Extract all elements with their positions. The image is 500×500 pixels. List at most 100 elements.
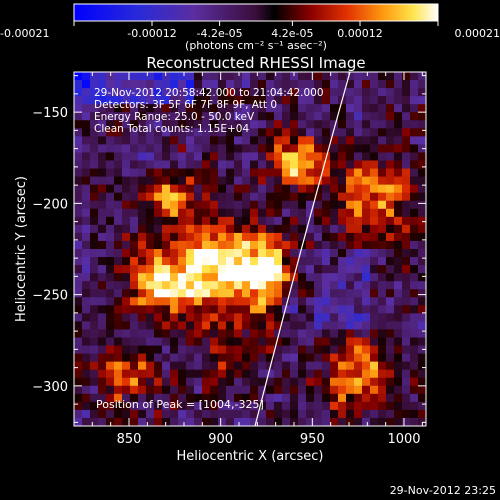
heatmap-cell: [98, 152, 107, 162]
heatmap-cell: [170, 128, 179, 137]
heatmap-cell: [258, 80, 267, 89]
heatmap-cell: [378, 192, 387, 202]
heatmap-cell: [210, 208, 219, 218]
heatmap-cell: [378, 176, 387, 186]
heatmap-cell: [386, 200, 395, 210]
heatmap-cell: [394, 369, 403, 379]
heatmap-cell: [402, 289, 411, 298]
heatmap-cell: [250, 152, 259, 162]
heatmap-cell: [194, 72, 203, 81]
heatmap-cell: [378, 321, 387, 331]
heatmap-cell: [418, 281, 426, 290]
heatmap-cell: [354, 249, 363, 258]
heatmap-cell: [338, 273, 347, 282]
heatmap-cell: [306, 224, 315, 234]
heatmap-cell: [242, 192, 251, 202]
heatmap-cell: [258, 88, 267, 97]
heatmap-cell: [82, 417, 91, 426]
heatmap-cell: [226, 401, 235, 411]
heatmap-cell: [170, 417, 179, 426]
heatmap-cell: [362, 401, 371, 411]
heatmap-cell: [178, 232, 187, 242]
heatmap-cell: [394, 144, 403, 154]
heatmap-cell: [114, 337, 123, 347]
heatmap-cell: [306, 120, 315, 129]
heatmap-cell: [98, 361, 107, 371]
heatmap-cell: [354, 136, 363, 146]
heatmap-cell: [178, 80, 187, 89]
heatmap-cell: [250, 281, 259, 290]
heatmap-cell: [138, 240, 147, 250]
heatmap-cell: [306, 409, 315, 419]
heatmap-cell: [226, 289, 235, 298]
heatmap-cell: [314, 160, 323, 170]
heatmap-cell: [418, 152, 426, 162]
heatmap-cell: [418, 240, 426, 250]
heatmap-cell: [410, 72, 419, 81]
heatmap-cell: [122, 281, 131, 290]
heatmap-cell: [378, 232, 387, 242]
heatmap-cell: [98, 144, 107, 154]
heatmap-cell: [82, 72, 91, 81]
heatmap-cell: [202, 160, 211, 170]
heatmap-cell: [250, 176, 259, 186]
heatmap-cell: [402, 305, 411, 314]
heatmap-cell: [418, 136, 426, 146]
heatmap-cell: [170, 232, 179, 242]
heatmap-cell: [194, 313, 203, 323]
heatmap-cell: [266, 176, 275, 186]
heatmap-cell: [322, 168, 331, 178]
heatmap-cell: [378, 104, 387, 113]
heatmap-cell: [202, 257, 211, 266]
heatmap-cell: [170, 297, 179, 306]
heatmap-cell: [146, 289, 155, 298]
heatmap-cell: [146, 361, 155, 371]
heatmap-cell: [298, 353, 307, 363]
heatmap-cell: [266, 401, 275, 411]
heatmap-cell: [146, 88, 155, 97]
heatmap-cell: [322, 313, 331, 323]
heatmap-cell: [82, 377, 91, 387]
heatmap-cell: [90, 72, 99, 81]
heatmap-cell: [338, 112, 347, 121]
heatmap-cell: [146, 104, 155, 113]
heatmap-cell: [194, 305, 203, 314]
heatmap-cell: [354, 385, 363, 395]
heatmap-cell: [410, 257, 419, 266]
heatmap-cell: [162, 401, 171, 411]
heatmap-cell: [338, 385, 347, 395]
heatmap-cell: [298, 313, 307, 323]
heatmap-cell: [330, 200, 339, 210]
heatmap-cell: [154, 224, 163, 234]
heatmap-cell: [122, 224, 131, 234]
heatmap-cell: [410, 208, 419, 218]
heatmap-cell: [98, 249, 107, 258]
heatmap-cell: [74, 281, 83, 290]
heatmap-cell: [266, 160, 275, 170]
heatmap-cell: [234, 208, 243, 218]
heatmap-cell: [314, 385, 323, 395]
heatmap-cell: [298, 112, 307, 121]
heatmap-cell: [114, 329, 123, 339]
heatmap-cell: [170, 369, 179, 379]
heatmap-cell: [234, 297, 243, 306]
heatmap-cell: [290, 321, 299, 331]
heatmap-cell: [130, 289, 139, 298]
heatmap-cell: [170, 208, 179, 218]
heatmap-cell: [410, 353, 419, 363]
heatmap-cell: [82, 136, 91, 146]
heatmap-cell: [282, 289, 291, 298]
heatmap-cell: [218, 257, 227, 266]
heatmap-cell: [234, 305, 243, 314]
heatmap-cell: [106, 377, 115, 387]
heatmap-cell: [154, 289, 163, 298]
heatmap-cell: [130, 393, 139, 403]
heatmap-cell: [130, 104, 139, 113]
heatmap-cell: [258, 200, 267, 210]
heatmap-cell: [194, 257, 203, 266]
heatmap-cell: [274, 273, 283, 282]
heatmap-cell: [370, 281, 379, 290]
heatmap-cell: [266, 168, 275, 178]
heatmap-cell: [314, 369, 323, 379]
heatmap-cell: [122, 120, 131, 129]
